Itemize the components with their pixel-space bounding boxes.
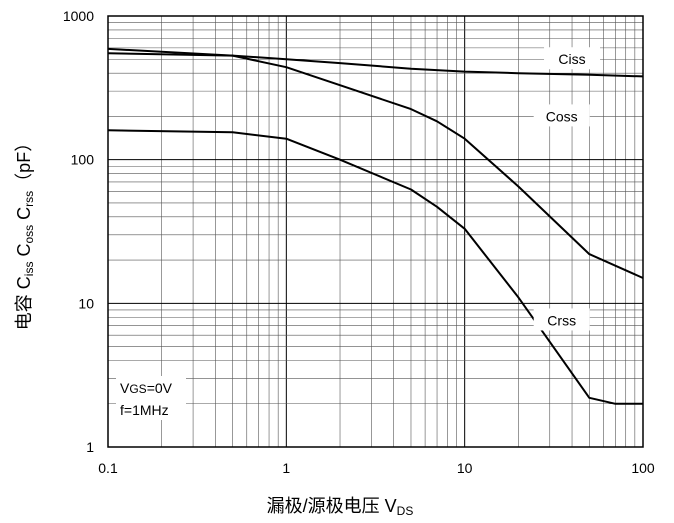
y-tick-label: 1000	[63, 8, 94, 24]
annotation-bg	[116, 376, 186, 420]
series-labels: Ciss Coss Crss	[533, 47, 601, 331]
annotation-vgs: VGS=0V	[120, 380, 173, 396]
series-line-crss	[107, 129, 643, 405]
series-label-bg	[533, 104, 590, 127]
series-lines	[107, 47, 644, 405]
x-axis-label: 漏极/源极电压 VDS	[267, 496, 414, 518]
y-tick-label: 10	[78, 295, 94, 311]
series-label-ciss: Ciss	[544, 47, 601, 70]
x-tick-label: 10	[457, 460, 473, 476]
x-tick-label: 1	[282, 460, 290, 476]
series-label-bg	[533, 308, 590, 331]
y-tick-label: 100	[71, 152, 95, 168]
x-tick-label: 0.1	[98, 460, 118, 476]
series-label-text: Coss	[546, 108, 578, 124]
y-axis-label: 电容 Ciss Coss Crss（pF）	[14, 134, 36, 330]
annotation-freq: f=1MHz	[120, 402, 169, 418]
series-line-coss	[107, 47, 644, 279]
y-tick-labels: 1 10 100 1000	[63, 8, 94, 455]
series-label-bg	[544, 47, 601, 70]
series-label-crss: Crss	[533, 308, 590, 331]
x-tick-label: 100	[631, 460, 655, 476]
series-label-coss: Coss	[533, 104, 590, 127]
y-tick-label: 1	[86, 439, 94, 455]
series-label-text: Crss	[547, 312, 576, 328]
plot-frame	[107, 15, 644, 448]
x-tick-labels: 0.1 1 10 100	[98, 460, 655, 476]
series-label-text: Ciss	[558, 51, 585, 67]
series-line-ciss	[107, 52, 644, 78]
grid-lines	[107, 16, 643, 448]
